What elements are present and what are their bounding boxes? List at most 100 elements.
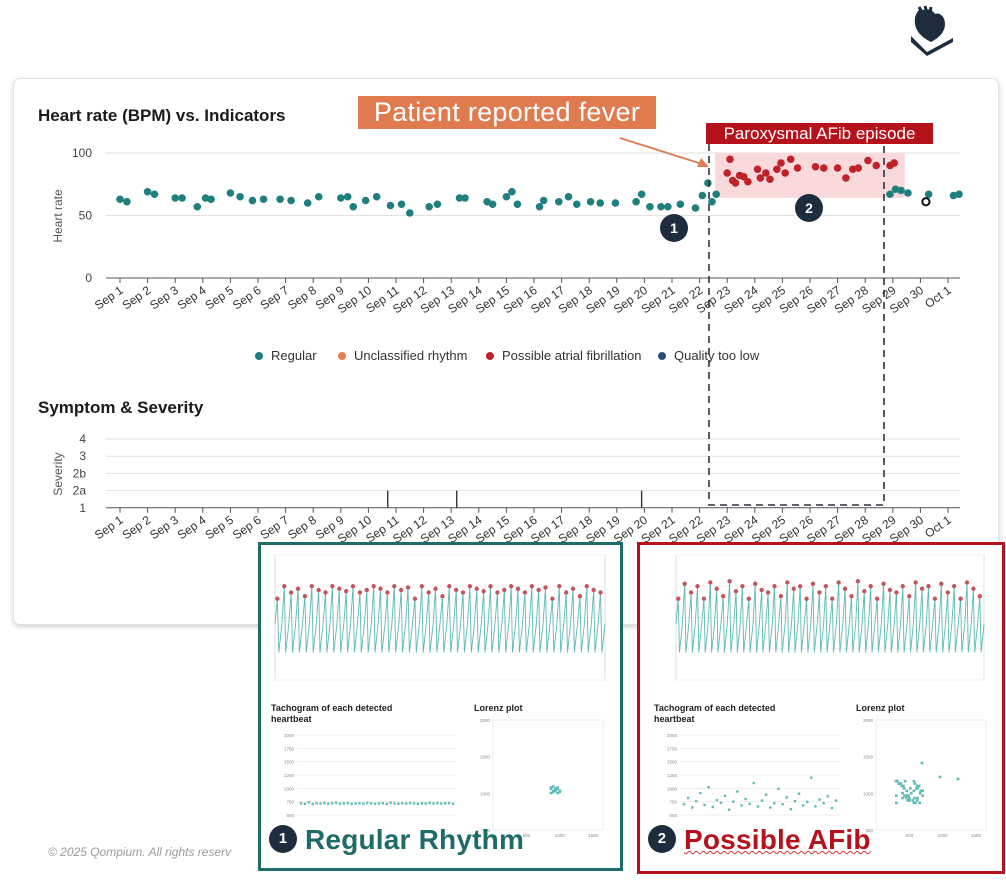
- hr-point-afib[interactable]: [781, 169, 789, 177]
- hr-point-regular[interactable]: [508, 187, 516, 196]
- hr-point-regular[interactable]: [171, 194, 179, 202]
- hr-point-regular[interactable]: [513, 200, 522, 209]
- hr-point-regular[interactable]: [406, 209, 414, 217]
- hr-point-afib[interactable]: [872, 161, 881, 170]
- hr-point-regular[interactable]: [539, 196, 548, 205]
- hr-point-afib[interactable]: [756, 174, 765, 182]
- hr-point-afib[interactable]: [753, 165, 762, 174]
- hr-point-afib[interactable]: [726, 155, 734, 164]
- hr-point-regular[interactable]: [303, 199, 312, 207]
- hr-point-regular[interactable]: [488, 200, 497, 209]
- hr-point-regular[interactable]: [676, 200, 685, 209]
- r-peak-marker: [591, 587, 596, 593]
- lorenz-xtick-label: 500: [906, 833, 914, 838]
- hr-point-regular[interactable]: [343, 192, 352, 201]
- hr-point-regular[interactable]: [248, 196, 257, 205]
- legend-item-afib[interactable]: Possible atrial fibrillation: [486, 348, 641, 363]
- regular-tachogram-title: Tachogram of each detected heartbeat: [271, 703, 393, 724]
- hr-point-regular[interactable]: [955, 190, 963, 199]
- hr-point-afib[interactable]: [744, 177, 752, 186]
- hr-point-regular[interactable]: [637, 190, 646, 199]
- r-peak-marker: [817, 590, 822, 595]
- r-peak-marker: [536, 587, 541, 593]
- hr-point-regular[interactable]: [349, 202, 358, 211]
- tachogram-point: [826, 795, 829, 798]
- hr-point-afib[interactable]: [890, 159, 898, 167]
- hr-point-regular[interactable]: [596, 199, 605, 207]
- hr-point-afib[interactable]: [811, 162, 820, 171]
- hr-point-regular[interactable]: [226, 189, 235, 197]
- hr-point-regular[interactable]: [397, 200, 406, 209]
- hr-point-regular[interactable]: [150, 190, 159, 199]
- hr-point-regular[interactable]: [276, 195, 284, 204]
- legend-item-regular[interactable]: Regular: [255, 348, 317, 363]
- tachogram-point: [777, 787, 780, 791]
- hr-point-afib[interactable]: [731, 179, 740, 187]
- hr-point-regular[interactable]: [897, 186, 905, 195]
- hr-point-regular[interactable]: [433, 200, 442, 209]
- hr-point-regular[interactable]: [555, 197, 563, 206]
- hr-point-regular[interactable]: [361, 196, 370, 205]
- hr-point-regular[interactable]: [572, 200, 581, 209]
- hr-point-regular[interactable]: [704, 179, 712, 187]
- hr-point-regular[interactable]: [657, 202, 665, 211]
- hr-point-regular[interactable]: [712, 190, 720, 199]
- hr-point-regular[interactable]: [535, 202, 544, 211]
- hr-point-afib[interactable]: [864, 156, 872, 165]
- hr-point-regular[interactable]: [664, 202, 672, 211]
- r-peak-marker: [926, 584, 931, 589]
- hr-point-regular[interactable]: [207, 195, 215, 204]
- hr-point-afib[interactable]: [854, 164, 863, 172]
- legend-item-quality[interactable]: Quality too low: [658, 348, 759, 363]
- hr-point-regular[interactable]: [287, 196, 295, 205]
- hr-point-afib[interactable]: [739, 172, 748, 181]
- hr-point-regular[interactable]: [178, 194, 186, 202]
- hr-point-regular[interactable]: [611, 199, 620, 207]
- hr-point-regular[interactable]: [123, 197, 131, 206]
- hr-point-regular[interactable]: [646, 202, 654, 211]
- hr-point-afib[interactable]: [833, 164, 842, 172]
- hr-point-regular[interactable]: [337, 194, 345, 202]
- hr-point-regular[interactable]: [236, 192, 244, 201]
- severity-xtick-label: Sep 3: [147, 513, 181, 543]
- hr-point-afib[interactable]: [723, 169, 731, 177]
- hr-point-regular[interactable]: [564, 192, 573, 201]
- hr-point-afib[interactable]: [820, 164, 828, 172]
- hr-point-regular[interactable]: [455, 194, 464, 202]
- hr-point-regular[interactable]: [425, 202, 433, 211]
- lorenz-point: [904, 796, 908, 800]
- hr-point-regular[interactable]: [924, 190, 933, 199]
- hr-point-afib[interactable]: [793, 164, 802, 172]
- hr-point-afib[interactable]: [786, 155, 795, 164]
- hr-point-regular[interactable]: [886, 190, 894, 199]
- hr-point-regular[interactable]: [586, 197, 595, 206]
- hr-point-afib[interactable]: [842, 174, 850, 182]
- hr-point-regular[interactable]: [116, 195, 124, 204]
- r-peak-marker: [939, 581, 944, 586]
- hr-point-afib[interactable]: [773, 165, 781, 174]
- hr-point-regular[interactable]: [708, 197, 716, 206]
- svg-text:2: 2: [805, 200, 813, 216]
- hr-point-low-quality[interactable]: [921, 197, 931, 207]
- hr-point-regular[interactable]: [691, 204, 700, 212]
- hr-point-afib[interactable]: [777, 159, 785, 167]
- tachogram-point: [691, 806, 694, 809]
- tachogram-point: [428, 801, 431, 805]
- tachogram-point: [362, 802, 365, 805]
- hr-point-regular[interactable]: [698, 191, 707, 200]
- hr-point-regular[interactable]: [372, 192, 381, 201]
- hr-point-afib[interactable]: [762, 169, 770, 177]
- hr-point-regular[interactable]: [386, 201, 395, 210]
- severity-xtick-label: Sep 6: [230, 513, 264, 543]
- hr-point-regular[interactable]: [314, 192, 323, 201]
- hr-point-afib[interactable]: [766, 175, 774, 184]
- hr-point-regular[interactable]: [259, 195, 268, 204]
- hr-point-regular[interactable]: [502, 192, 511, 201]
- hr-point-regular[interactable]: [143, 187, 152, 196]
- hr-point-regular[interactable]: [193, 202, 202, 211]
- r-peak-marker: [676, 596, 681, 601]
- hr-point-regular[interactable]: [632, 197, 640, 206]
- hr-point-regular[interactable]: [461, 194, 469, 202]
- hr-point-regular[interactable]: [904, 189, 912, 197]
- legend-item-unclassified[interactable]: Unclassified rhythm: [338, 348, 467, 363]
